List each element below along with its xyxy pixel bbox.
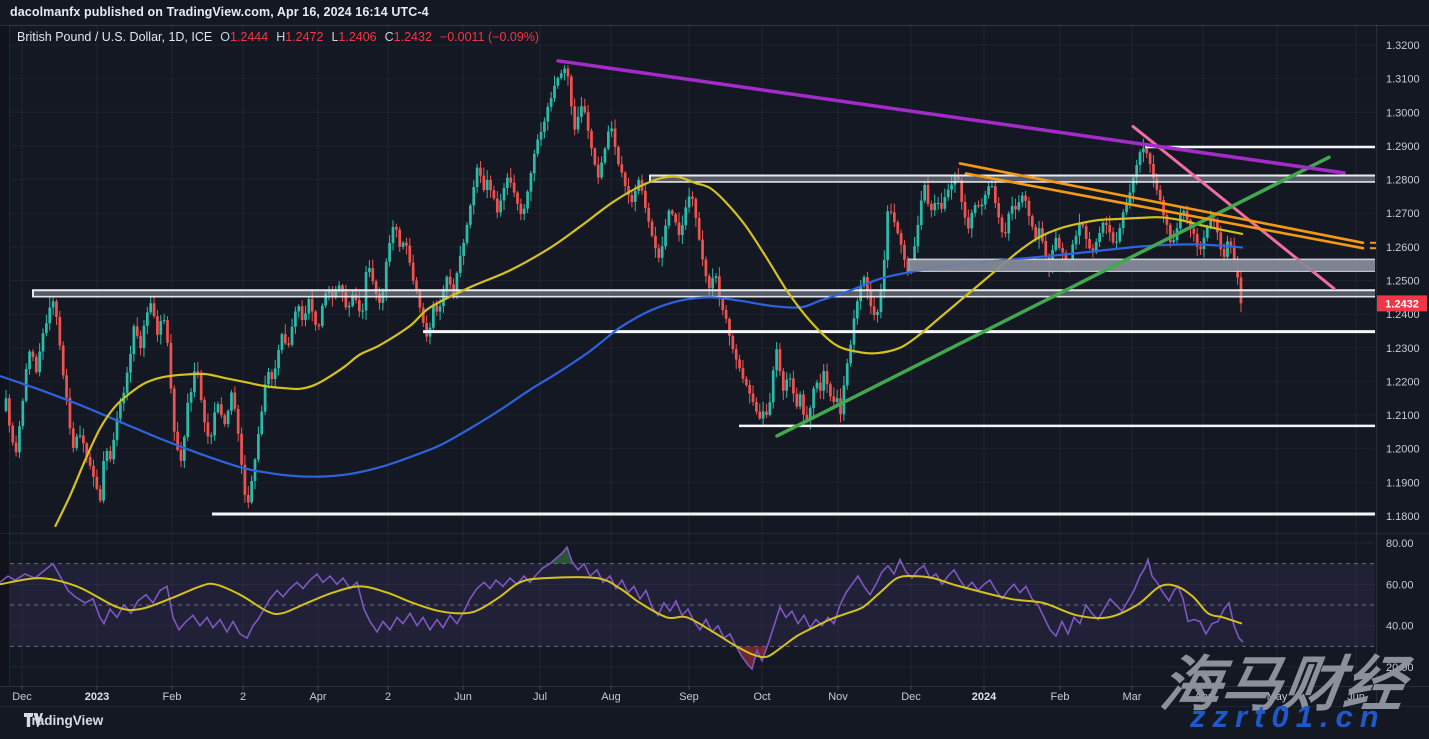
trendline-green-ascending-support[interactable] xyxy=(775,155,1331,438)
svg-text:1.3100: 1.3100 xyxy=(1386,74,1420,86)
svg-text:1.3000: 1.3000 xyxy=(1386,107,1420,119)
rsi-ma-line xyxy=(0,575,1243,659)
svg-text:1.1800: 1.1800 xyxy=(1386,511,1420,523)
trendline-orange-channel-upper[interactable] xyxy=(958,162,1365,245)
candlesticks xyxy=(4,65,1243,509)
svg-text:1.2600: 1.2600 xyxy=(1386,242,1420,254)
ohlc-low: L1.2406 xyxy=(331,30,377,44)
svg-text:1.2000: 1.2000 xyxy=(1386,444,1420,456)
svg-text:Dec: Dec xyxy=(12,691,32,703)
svg-text:Apr: Apr xyxy=(309,691,326,703)
svg-text:1.2432: 1.2432 xyxy=(1385,298,1419,310)
svg-text:1.2700: 1.2700 xyxy=(1386,208,1420,220)
svg-text:Aug: Aug xyxy=(601,691,621,703)
tradingview-logo-icon xyxy=(24,713,43,727)
tradingview-logo-text: TradingView xyxy=(24,713,104,728)
ohlc-close: C1.2432 xyxy=(384,30,432,44)
svg-text:May: May xyxy=(1267,691,1288,703)
symbol-legend: British Pound / U.S. Dollar, 1D, ICE O1.… xyxy=(17,30,539,44)
svg-text:1.2400: 1.2400 xyxy=(1386,309,1420,321)
left-gutter xyxy=(0,25,9,686)
trendline-orange-channel-lower[interactable] xyxy=(964,172,1365,250)
svg-text:Jun: Jun xyxy=(454,691,472,703)
svg-text:Nov: Nov xyxy=(828,691,848,703)
ohlc-open: O1.2444 xyxy=(220,30,269,44)
svg-text:1.2500: 1.2500 xyxy=(1386,276,1420,288)
svg-text:Feb: Feb xyxy=(1051,691,1070,703)
tradingview-logo[interactable]: TradingView xyxy=(24,713,103,728)
current-price-badge: 1.2432 xyxy=(1377,295,1427,312)
grid xyxy=(10,25,1375,690)
svg-text:80.00: 80.00 xyxy=(1386,538,1414,550)
price-axis[interactable]: 1.3200 1.3100 1.3000 1.2900 1.2800 1.2700 1.26… xyxy=(1370,40,1420,523)
price-change: −0.0011 (−0.09%) xyxy=(439,30,540,44)
rsi-line xyxy=(0,545,1244,671)
rsi-axis[interactable]: 80.00 60.00 40.00 20.00 xyxy=(1386,538,1414,674)
svg-text:1.2900: 1.2900 xyxy=(1386,141,1420,153)
svg-text:Jun: Jun xyxy=(1347,691,1365,703)
svg-text:Oct: Oct xyxy=(753,691,770,703)
svg-text:Sep: Sep xyxy=(679,691,699,703)
ma-fast-yellow xyxy=(54,175,1244,528)
trendline-purple-long-term-resistance[interactable] xyxy=(556,59,1346,175)
svg-text:Apr: Apr xyxy=(1194,691,1211,703)
svg-text:1.2100: 1.2100 xyxy=(1386,410,1420,422)
svg-text:20.00: 20.00 xyxy=(1386,662,1414,674)
symbol-title[interactable]: British Pound / U.S. Dollar, 1D, ICE xyxy=(17,30,213,44)
watermark-url: zzrt01.cn xyxy=(1190,699,1386,734)
publisher-bar: dacolmanfx published on TradingView.com,… xyxy=(0,0,1429,26)
svg-text:2024: 2024 xyxy=(972,691,997,703)
time-axis[interactable]: Dec 2023 Feb 2 Apr 2 Jun Jul Aug Sep Oct Nov Dec 2024… xyxy=(12,691,1365,703)
svg-text:2023: 2023 xyxy=(85,691,109,703)
svg-text:Mar: Mar xyxy=(1123,691,1142,703)
svg-text:60.00: 60.00 xyxy=(1386,579,1414,591)
rsi-pane[interactable] xyxy=(0,545,1375,671)
svg-text:Feb: Feb xyxy=(163,691,182,703)
ohlc-high: H1.2472 xyxy=(276,30,324,44)
svg-text:Jul: Jul xyxy=(533,691,547,703)
svg-text:1.2200: 1.2200 xyxy=(1386,376,1420,388)
svg-text:2: 2 xyxy=(385,691,391,703)
svg-text:1.3200: 1.3200 xyxy=(1386,40,1420,52)
svg-text:1.2800: 1.2800 xyxy=(1386,175,1420,187)
publisher-text: dacolmanfx published on TradingView.com,… xyxy=(10,5,429,19)
svg-text:40.00: 40.00 xyxy=(1386,621,1414,633)
svg-text:1.1900: 1.1900 xyxy=(1386,477,1420,489)
horizontal-levels[interactable] xyxy=(212,145,1375,516)
svg-text:Dec: Dec xyxy=(901,691,921,703)
svg-text:2: 2 xyxy=(240,691,246,703)
ma-slow-blue xyxy=(0,243,1244,478)
svg-text:1.2300: 1.2300 xyxy=(1386,343,1420,355)
